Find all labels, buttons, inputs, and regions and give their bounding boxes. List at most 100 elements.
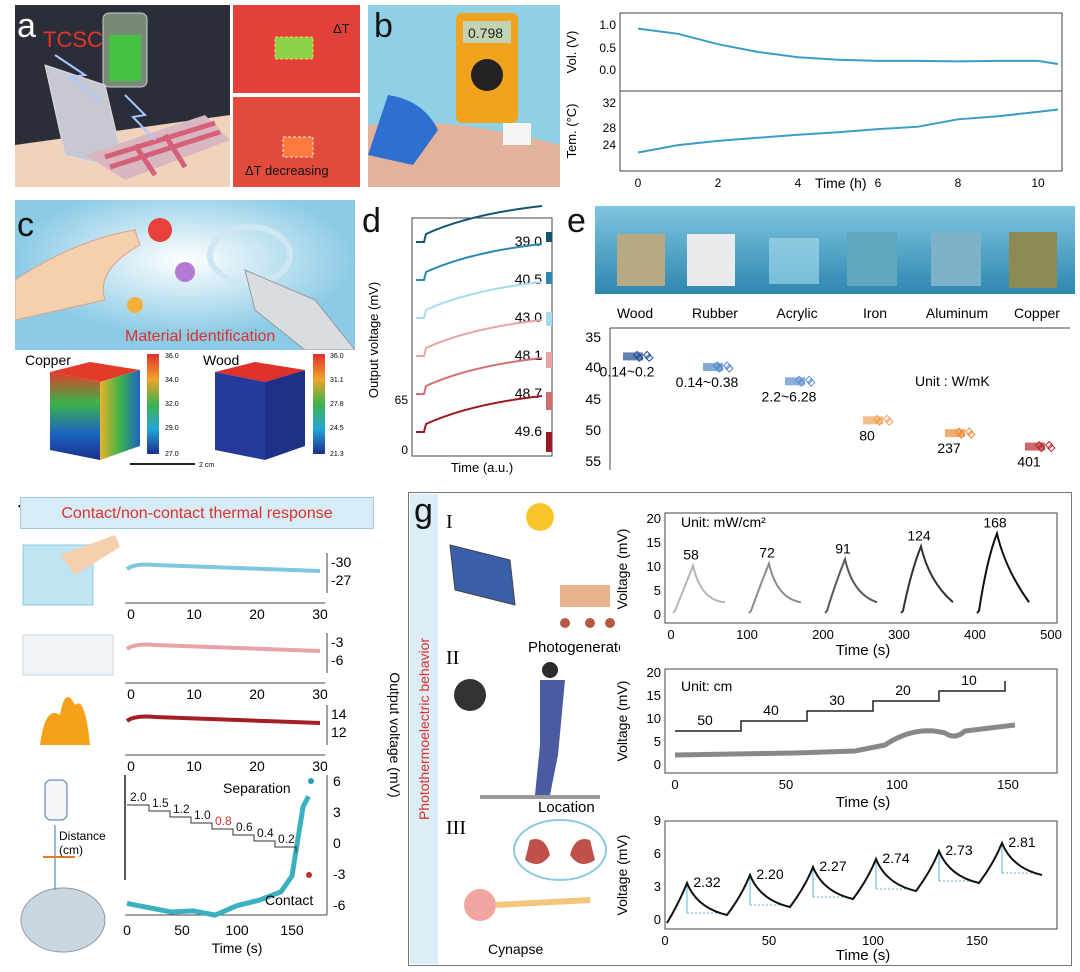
point-4-0: [954, 427, 964, 436]
conductivity-5: 401: [1017, 454, 1041, 470]
copper-scale-3: 29.0: [165, 425, 179, 432]
point-0-2: [642, 350, 652, 360]
panel-f-illustrations: [20, 535, 120, 953]
trace-value-5: 49.6: [515, 423, 542, 439]
wood-scale-1: 31.1: [330, 377, 344, 384]
bottom-ytick-0: 6: [333, 773, 341, 789]
panel-d-ytick-0: 65: [395, 393, 409, 407]
wood-label: Wood: [203, 352, 240, 368]
g1-peak-label-4: 168: [983, 514, 1007, 530]
trace-2: [416, 281, 543, 319]
g2-ytick-3: 5: [654, 734, 661, 749]
g1-pulse-2: [824, 555, 878, 614]
g2-unit: Unit: cm: [681, 678, 732, 694]
point-4-1: [957, 430, 966, 439]
vol-tick-2: 0.0: [599, 63, 616, 77]
trace-0: [416, 205, 543, 243]
temperature-line: [637, 108, 1059, 154]
g3-ytick-0: 9: [654, 813, 661, 828]
point-5-3: [1047, 443, 1056, 453]
fire-icon: [40, 697, 90, 745]
box-1: [703, 363, 723, 372]
copper-scale-2: 32.0: [165, 401, 179, 408]
g2-xtick-0: 0: [671, 777, 678, 792]
panel-g-side-label: Photothermoelectric behavior: [416, 637, 432, 821]
panel-label-a: a: [17, 7, 36, 45]
row-0-xtick-2: 20: [249, 606, 265, 622]
panel-e-svg: 35 40 45 50 55 Unit : W/mK Wood 0.14~0.2 R…: [585, 206, 1075, 470]
key-icon: [127, 297, 143, 313]
g1-xlabel: Time (s): [836, 642, 890, 659]
row-0-xtick-3: 30: [312, 606, 328, 622]
row-0-ytick-1: -27: [331, 572, 351, 588]
conductivity-0: 0.14~0.2: [600, 363, 655, 379]
roman-ii: II: [446, 647, 460, 669]
g1-ytick-2: 10: [647, 559, 661, 574]
g3-trace: [666, 840, 1043, 924]
panel-e-ytick-3: 50: [585, 422, 601, 438]
panel-label-d: d: [362, 202, 381, 240]
point-2-2: [804, 375, 814, 385]
g3-xtick-1: 50: [762, 933, 776, 948]
x-tick-4: 8: [955, 176, 962, 190]
trace-1: [416, 243, 543, 281]
tem-tick-1: 28: [603, 121, 617, 135]
panel-b-chart: Vol. (V) Tem. (°C) 1.0 0.5 0.0 32 28 24 …: [560, 5, 1075, 197]
conductivity-3: 80: [859, 427, 875, 443]
panel-f-title-bar: Contact/non-contact thermal response: [20, 497, 374, 529]
point-1-2: [722, 361, 732, 370]
g1-peak-label-1: 72: [759, 545, 775, 561]
g2-distance-2: 30: [829, 692, 845, 708]
point-3-0: [872, 414, 882, 424]
photogenerator-caption: Photogenerator: [528, 639, 620, 656]
separation-marker: [308, 778, 314, 784]
x-tick-3: 6: [875, 176, 882, 190]
row-1-xtick-2: 20: [249, 686, 265, 702]
panel-d-chart-svg: Output voltage (mV) 65 0 Time (a.u.) 39.…: [366, 205, 553, 475]
water-beaker-icon: [22, 634, 114, 676]
wood-block: [617, 234, 665, 286]
g2-ytick-1: 15: [647, 688, 661, 703]
roman-iii: III: [446, 817, 466, 839]
g1-peak-label-0: 58: [683, 547, 699, 563]
neuron-icon: [464, 889, 496, 921]
bottom-ytick-3: -3: [333, 866, 346, 882]
trace-3: [416, 319, 543, 357]
panel-b-xlabel: Time (h): [815, 175, 867, 191]
panel-d: d Output voltage (mV) 65 0 Time (a.u.) 3…: [360, 200, 560, 480]
thermometer-icon: [44, 779, 68, 821]
vol-ylabel: Vol. (V): [564, 31, 579, 74]
row-trace-2: [125, 714, 321, 725]
unit-note: Unit : W/mK: [915, 373, 990, 389]
distance-step-5: 0.6: [236, 820, 253, 834]
point-0-3: [645, 353, 654, 363]
point-5-2: [1044, 440, 1054, 450]
bottom-xtick-1: 50: [174, 922, 190, 938]
g3-axes: [664, 820, 1058, 930]
g1-pulse-4: [976, 530, 1030, 614]
aluminum-block: [931, 232, 981, 286]
g2-ytick-4: 0: [654, 757, 661, 772]
conductivity-4: 237: [937, 440, 961, 456]
point-3-2: [882, 414, 892, 424]
g1-peak-label-3: 124: [907, 527, 931, 543]
meter-reading: 0.798: [468, 25, 504, 41]
g1-ytick-4: 0: [654, 607, 661, 622]
delta-t-decreasing-label: ΔT decreasing: [245, 163, 329, 178]
panel-label-g: g: [414, 492, 433, 530]
apple-icon: [148, 218, 172, 242]
rover-icon: [560, 585, 610, 607]
g1-ytick-1: 15: [647, 535, 661, 550]
g3-ylabel: Voltage (mV): [615, 835, 630, 916]
row-trace-1: [125, 642, 321, 653]
point-2-3: [807, 378, 816, 387]
color-marker-0: [546, 232, 552, 242]
row-1-xtick-3: 30: [312, 686, 328, 702]
g2-xlabel: Time (s): [836, 794, 890, 811]
g2-staircase: [675, 681, 1006, 732]
color-marker-5: [546, 432, 552, 452]
g2-ylabel: Voltage (mV): [615, 681, 630, 762]
solar-panel-icon: [449, 544, 516, 606]
point-5-1: [1037, 443, 1046, 453]
